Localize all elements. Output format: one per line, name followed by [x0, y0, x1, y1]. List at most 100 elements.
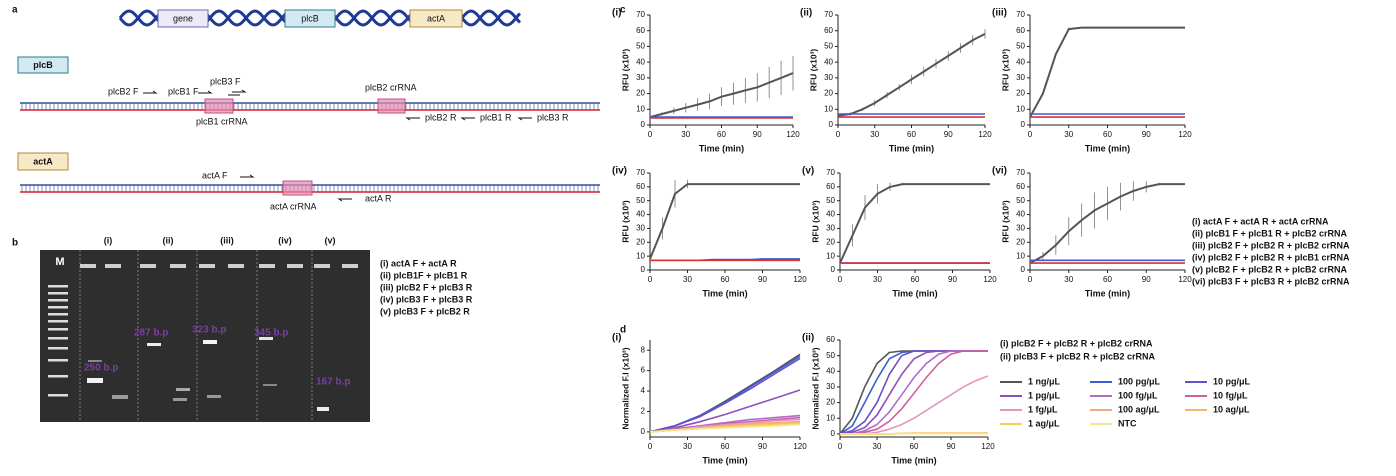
primer-label: plcB2 R	[425, 112, 457, 122]
legend-label: 10 ag/μL	[1213, 404, 1250, 414]
gel-band	[176, 388, 190, 391]
y-tick-label: 30	[1016, 224, 1025, 233]
x-tick-label: 0	[836, 130, 841, 139]
crrna-site	[377, 98, 406, 114]
legend-label: NTC	[1118, 418, 1137, 428]
y-tick-label: 30	[636, 73, 645, 82]
chart-label: (iii)	[992, 8, 1007, 19]
y-axis-label: RFU (x10³)	[810, 200, 820, 243]
well	[140, 264, 156, 268]
y-tick-label: 60	[1016, 182, 1025, 191]
crrna-site	[282, 180, 313, 196]
y-tick-label: 60	[826, 182, 835, 191]
legend-label: 100 fg/μL	[1118, 390, 1158, 400]
y-axis-label: Normalized F.I (x10³)	[620, 347, 630, 429]
gel-band	[87, 378, 103, 383]
x-tick-label: 60	[911, 275, 920, 284]
gel-band	[207, 395, 221, 398]
x-tick-label: 120	[793, 442, 807, 451]
gel-band	[263, 384, 277, 386]
primer-label: plcB1 F	[168, 86, 199, 96]
y-tick-label: 40	[636, 210, 645, 219]
lane-label: (ii)	[163, 235, 174, 245]
legend-label: 1 ag/μL	[1028, 418, 1060, 428]
y-tick-label: 6	[641, 366, 646, 375]
ladder-band	[48, 394, 68, 397]
y-tick-label: 0	[831, 429, 836, 438]
x-tick-label: 120	[983, 275, 997, 284]
well	[228, 264, 244, 268]
legend-text: (vi) plcB3 F + plcB3 R + plcB2 crRNA	[1192, 276, 1350, 286]
y-tick-label: 60	[636, 182, 645, 191]
gel-legend: (i) actA F + actA R (ii) plcB1F + plcB1 R…	[380, 258, 473, 316]
primer-arrows	[240, 174, 352, 202]
chart-label: (iv)	[612, 166, 627, 177]
x-tick-label: 90	[947, 442, 956, 451]
gel-band	[88, 360, 102, 362]
series-line	[649, 389, 801, 433]
ladder-band	[48, 359, 68, 362]
series-line	[649, 357, 801, 433]
legend-label: 100 pg/μL	[1118, 376, 1161, 386]
y-tick-label: 40	[826, 210, 835, 219]
y-tick-label: 60	[826, 335, 835, 344]
legend-label: 10 pg/μL	[1213, 376, 1251, 386]
y-tick-label: 30	[824, 73, 833, 82]
gene-label: gene	[173, 13, 193, 23]
y-tick-label: 50	[1016, 42, 1025, 51]
ladder-band	[48, 299, 68, 302]
band-label: 167 b.p	[316, 377, 350, 388]
chart-label: (ii)	[802, 333, 814, 344]
band-label: 345 b.p	[254, 328, 288, 339]
legend-text: (iv) plcB2 F + plcB2 R + plcB1 crRNA	[1192, 252, 1350, 262]
y-tick-label: 70	[826, 168, 835, 177]
primer-label: plcB2 F	[108, 86, 139, 96]
y-axis-label: RFU (x10³)	[620, 49, 630, 92]
x-tick-label: 120	[981, 442, 995, 451]
legend-text: (v) plcB2 F + plcB2 R + plcB2 crRNA	[1192, 264, 1348, 274]
y-tick-label: 20	[1016, 237, 1025, 246]
ladder-band	[48, 313, 68, 316]
y-axis-label: RFU (x10³)	[620, 200, 630, 243]
x-tick-label: 30	[873, 442, 882, 451]
y-tick-label: 0	[829, 120, 834, 129]
series-line	[1029, 183, 1185, 264]
x-tick-label: 90	[758, 442, 767, 451]
x-tick-label: 0	[1028, 275, 1033, 284]
band-label: 250 b.p	[84, 363, 118, 374]
lane-label: (iii)	[220, 235, 234, 245]
panel-label: d	[620, 325, 626, 336]
lane-label: (i)	[104, 235, 113, 245]
x-tick-label: 90	[753, 130, 762, 139]
y-tick-label: 50	[636, 196, 645, 205]
x-tick-label: 0	[648, 442, 653, 451]
series-line	[839, 183, 990, 264]
gene-title: actA	[33, 156, 53, 166]
legend-text: (i) actA F + actA R	[380, 258, 457, 268]
legend-label: 1 pg/μL	[1028, 390, 1061, 400]
legend-label: 1 fg/μL	[1028, 404, 1058, 414]
band-label: 287 b.p	[134, 328, 168, 339]
y-tick-label: 0	[641, 265, 646, 274]
lane-label: (iv)	[278, 235, 292, 245]
legend-text: (iii) plcB2 F + plcB3 R	[380, 282, 473, 292]
x-tick-label: 60	[717, 130, 726, 139]
x-tick-label: 60	[1103, 275, 1112, 284]
ladder-band	[48, 320, 68, 323]
y-tick-label: 30	[826, 224, 835, 233]
x-tick-label: 90	[1142, 130, 1151, 139]
y-tick-label: 0	[1021, 120, 1026, 129]
y-tick-label: 70	[636, 168, 645, 177]
y-tick-label: 10	[636, 251, 645, 260]
y-tick-label: 30	[1016, 73, 1025, 82]
gel-band	[173, 398, 187, 401]
primer-label: actA R	[365, 193, 392, 203]
gene-title: plcB	[33, 60, 53, 70]
lane-label: (v)	[325, 235, 336, 245]
y-tick-label: 10	[826, 251, 835, 260]
y-axis-label: RFU (x10³)	[1000, 49, 1010, 92]
ladder-band	[48, 347, 68, 350]
crrna-label: plcB1 crRNA	[196, 116, 248, 126]
gene-box	[17, 152, 69, 171]
gene-box	[284, 9, 336, 28]
